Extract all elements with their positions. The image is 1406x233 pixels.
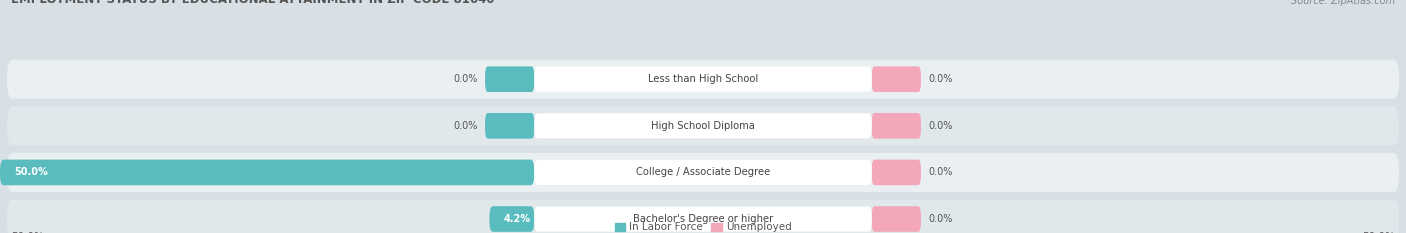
- FancyBboxPatch shape: [872, 206, 921, 232]
- Text: 0.0%: 0.0%: [454, 121, 478, 131]
- FancyBboxPatch shape: [534, 67, 872, 92]
- FancyBboxPatch shape: [7, 60, 1399, 99]
- FancyBboxPatch shape: [485, 66, 534, 92]
- Text: 0.0%: 0.0%: [928, 168, 952, 177]
- Text: High School Diploma: High School Diploma: [651, 121, 755, 131]
- FancyBboxPatch shape: [872, 66, 921, 92]
- FancyBboxPatch shape: [7, 106, 1399, 145]
- Text: 0.0%: 0.0%: [928, 74, 952, 84]
- Text: Source: ZipAtlas.com: Source: ZipAtlas.com: [1291, 0, 1395, 6]
- Text: 0.0%: 0.0%: [928, 121, 952, 131]
- FancyBboxPatch shape: [534, 113, 872, 138]
- Text: Less than High School: Less than High School: [648, 74, 758, 84]
- Text: 50.0%: 50.0%: [11, 232, 44, 233]
- Text: Bachelor's Degree or higher: Bachelor's Degree or higher: [633, 214, 773, 224]
- FancyBboxPatch shape: [0, 160, 534, 185]
- Text: 0.0%: 0.0%: [454, 74, 478, 84]
- FancyBboxPatch shape: [534, 206, 872, 232]
- Text: 50.0%: 50.0%: [14, 168, 48, 177]
- FancyBboxPatch shape: [485, 113, 534, 139]
- FancyBboxPatch shape: [7, 199, 1399, 233]
- Text: 4.2%: 4.2%: [503, 214, 530, 224]
- FancyBboxPatch shape: [489, 206, 534, 232]
- FancyBboxPatch shape: [872, 113, 921, 139]
- Text: 50.0%: 50.0%: [1362, 232, 1395, 233]
- Text: 0.0%: 0.0%: [928, 214, 952, 224]
- FancyBboxPatch shape: [872, 160, 921, 185]
- Text: College / Associate Degree: College / Associate Degree: [636, 168, 770, 177]
- Text: EMPLOYMENT STATUS BY EDUCATIONAL ATTAINMENT IN ZIP CODE 81640: EMPLOYMENT STATUS BY EDUCATIONAL ATTAINM…: [11, 0, 495, 6]
- Legend: In Labor Force, Unemployed: In Labor Force, Unemployed: [614, 223, 792, 233]
- FancyBboxPatch shape: [7, 153, 1399, 192]
- FancyBboxPatch shape: [534, 160, 872, 185]
